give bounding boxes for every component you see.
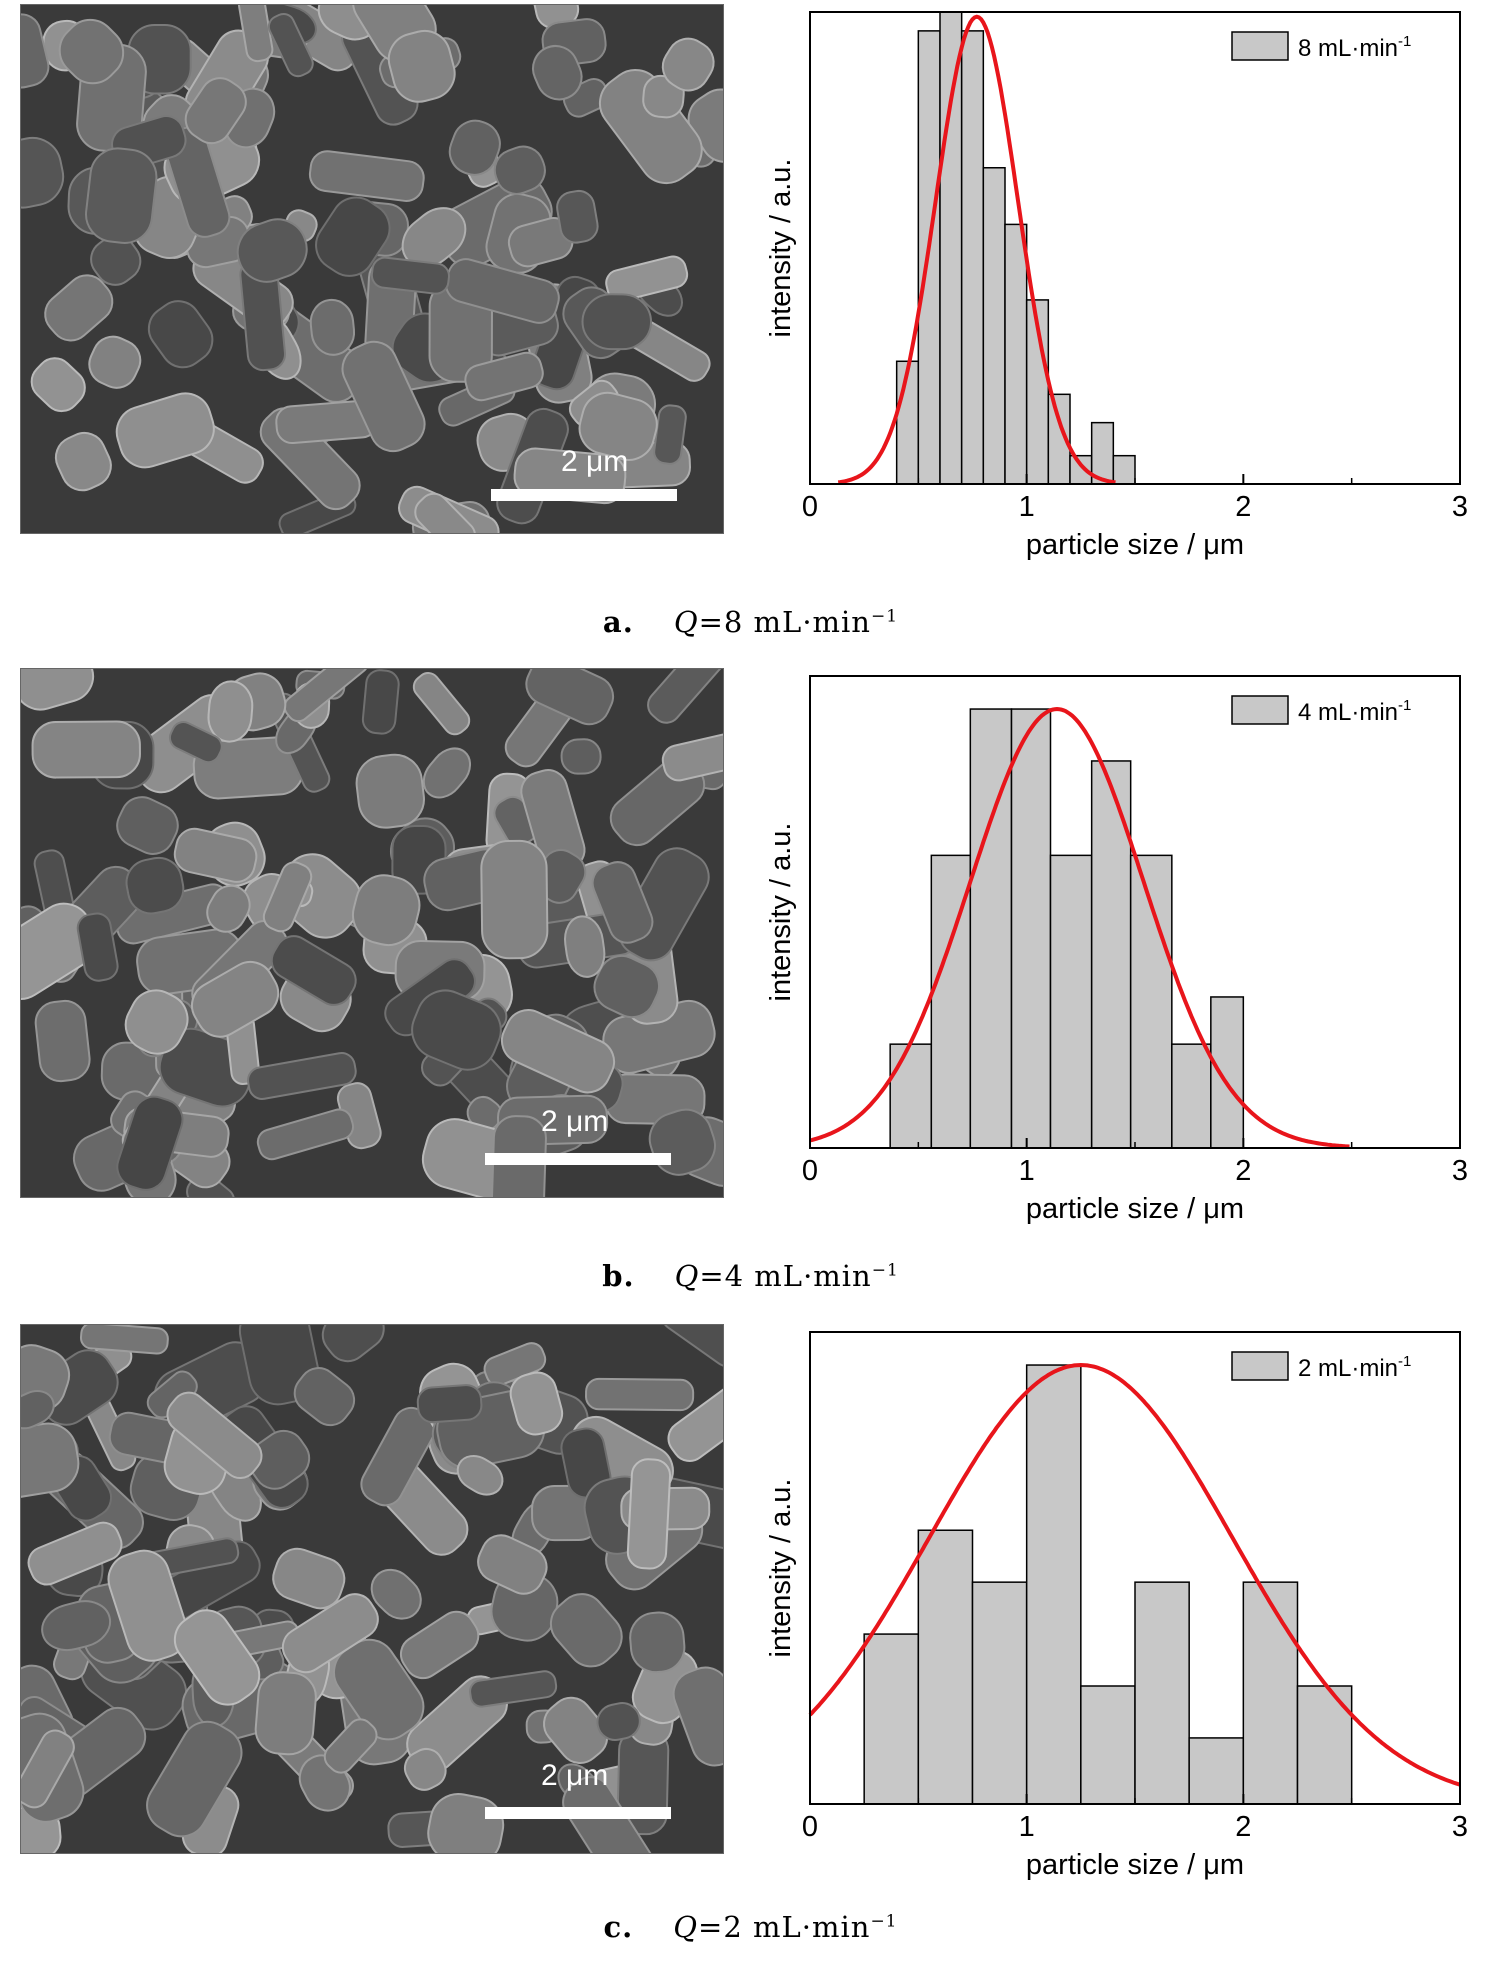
scale-label-a: 2 μm — [561, 445, 629, 478]
sem-image-c: 2 μm — [20, 1324, 724, 1854]
histogram-bar — [1080, 1685, 1136, 1805]
sem-texture-b — [21, 669, 723, 1197]
histogram-bar — [939, 11, 963, 485]
y-axis-label: intensity / a.u. — [765, 823, 797, 1002]
x-axis-label: particle size / μm — [1026, 1849, 1244, 1881]
panel-a: 2 μm 0 1 2 3 particle size / μm intensity / a… — [0, 0, 1501, 650]
sem-image-b: 2 μm — [20, 668, 724, 1198]
caption-q-b: Q — [674, 1259, 700, 1293]
histogram-bar — [863, 1633, 920, 1805]
scale-label-b: 2 μm — [541, 1105, 609, 1138]
x-tick-label: 0 — [802, 491, 818, 523]
x-tick-label: 3 — [1452, 491, 1468, 523]
caption-letter-c: c. — [603, 1910, 634, 1944]
scale-bar-a — [491, 489, 677, 501]
histogram-bar — [969, 708, 1013, 1149]
caption-b: b. Q=4 mL·min−1 — [0, 1259, 1501, 1293]
caption-value-a: =8 mL·min — [698, 605, 871, 639]
caption-a: a. Q=8 mL·min−1 — [0, 605, 1501, 639]
scale-label-c: 2 μm — [541, 1759, 609, 1792]
x-axis-label: particle size / μm — [1026, 1193, 1244, 1225]
caption-value-b: =4 mL·min — [699, 1259, 872, 1293]
histogram-b: 0 1 2 3 particle size / μm intensity / a.u. 4 … — [740, 664, 1480, 1264]
sem-texture-c — [21, 1325, 723, 1853]
gaussian-fit-line — [808, 1362, 1461, 1787]
legend-swatch — [1231, 695, 1289, 725]
histogram-svg-b: 0 1 2 3 particle size / μm intensity / a.u. 4 … — [765, 675, 1468, 1225]
gaussian-fit-line — [809, 706, 1350, 1149]
histogram-bar — [982, 167, 1006, 485]
caption-q-a: Q — [673, 605, 699, 639]
x-tick-label: 1 — [1019, 491, 1035, 523]
x-tick-label: 1 — [1019, 1811, 1035, 1843]
scale-bar-b — [485, 1153, 671, 1165]
histogram-bar — [1188, 1737, 1245, 1805]
legend-swatch — [1231, 31, 1289, 61]
histogram-bar — [1025, 1364, 1082, 1805]
caption-letter-a: a. — [602, 605, 634, 639]
histogram-bar — [960, 30, 985, 485]
caption-letter-b: b. — [602, 1259, 635, 1293]
histogram-bar — [1010, 708, 1052, 1149]
legend-label: 2 mL·min-1 — [1298, 1353, 1411, 1382]
histogram-bar — [1171, 1043, 1212, 1149]
x-tick-label: 2 — [1235, 1811, 1251, 1843]
scale-bar-c — [485, 1807, 671, 1819]
histogram-bar — [917, 1529, 974, 1805]
caption-sup-b: −1 — [871, 1260, 899, 1281]
histogram-bar — [1134, 1581, 1190, 1805]
x-tick-label: 2 — [1235, 491, 1251, 523]
x-axis-label: particle size / μm — [1026, 529, 1244, 561]
y-axis-label: intensity / a.u. — [765, 1479, 797, 1658]
histogram-svg-a: 0 1 2 3 particle size / μm intensity / a.u. 8 … — [765, 11, 1468, 561]
histogram-bar — [1242, 1581, 1299, 1805]
histogram-bar — [1049, 854, 1093, 1149]
x-tick-label: 0 — [802, 1811, 818, 1843]
legend-swatch — [1231, 1351, 1289, 1381]
caption-value-c: =2 mL·min — [698, 1910, 871, 1944]
x-tick-label: 3 — [1452, 1811, 1468, 1843]
histogram-bar — [1004, 223, 1028, 485]
x-tick-label: 0 — [802, 1155, 818, 1187]
histogram-svg-c: 0 1 2 3 particle size / μm intensity / a.u. 2 … — [765, 1331, 1468, 1881]
legend-label: 4 mL·min-1 — [1298, 697, 1411, 726]
histogram-bar — [1112, 454, 1136, 485]
x-tick-label: 3 — [1452, 1155, 1468, 1187]
histogram-a: 0 1 2 3 particle size / μm intensity / a.u. 8 … — [740, 0, 1480, 600]
histogram-bar — [971, 1581, 1028, 1805]
caption-c: c. Q=2 mL·min−1 — [0, 1910, 1501, 1944]
x-tick-label: 1 — [1019, 1155, 1035, 1187]
histogram-bar — [1210, 996, 1245, 1149]
caption-sup-c: −1 — [870, 1911, 898, 1932]
sem-image-a: 2 μm — [20, 4, 724, 534]
caption-q-c: Q — [673, 1910, 699, 1944]
legend-label: 8 mL·min-1 — [1298, 33, 1411, 62]
sem-texture-a — [21, 5, 723, 533]
panel-c: 2 μm 0 1 2 3 particle size / μm intensity / a… — [0, 1320, 1501, 1970]
gaussian-fit-line — [837, 14, 1116, 485]
panel-b: 2 μm 0 1 2 3 particle size / μm intensity / a… — [0, 664, 1501, 1314]
histogram-bar — [889, 1043, 933, 1149]
caption-sup-a: −1 — [871, 606, 899, 627]
y-axis-label: intensity / a.u. — [765, 159, 797, 338]
x-tick-label: 2 — [1235, 1155, 1251, 1187]
histogram-c: 0 1 2 3 particle size / μm intensity / a.u. 2 … — [740, 1320, 1480, 1920]
